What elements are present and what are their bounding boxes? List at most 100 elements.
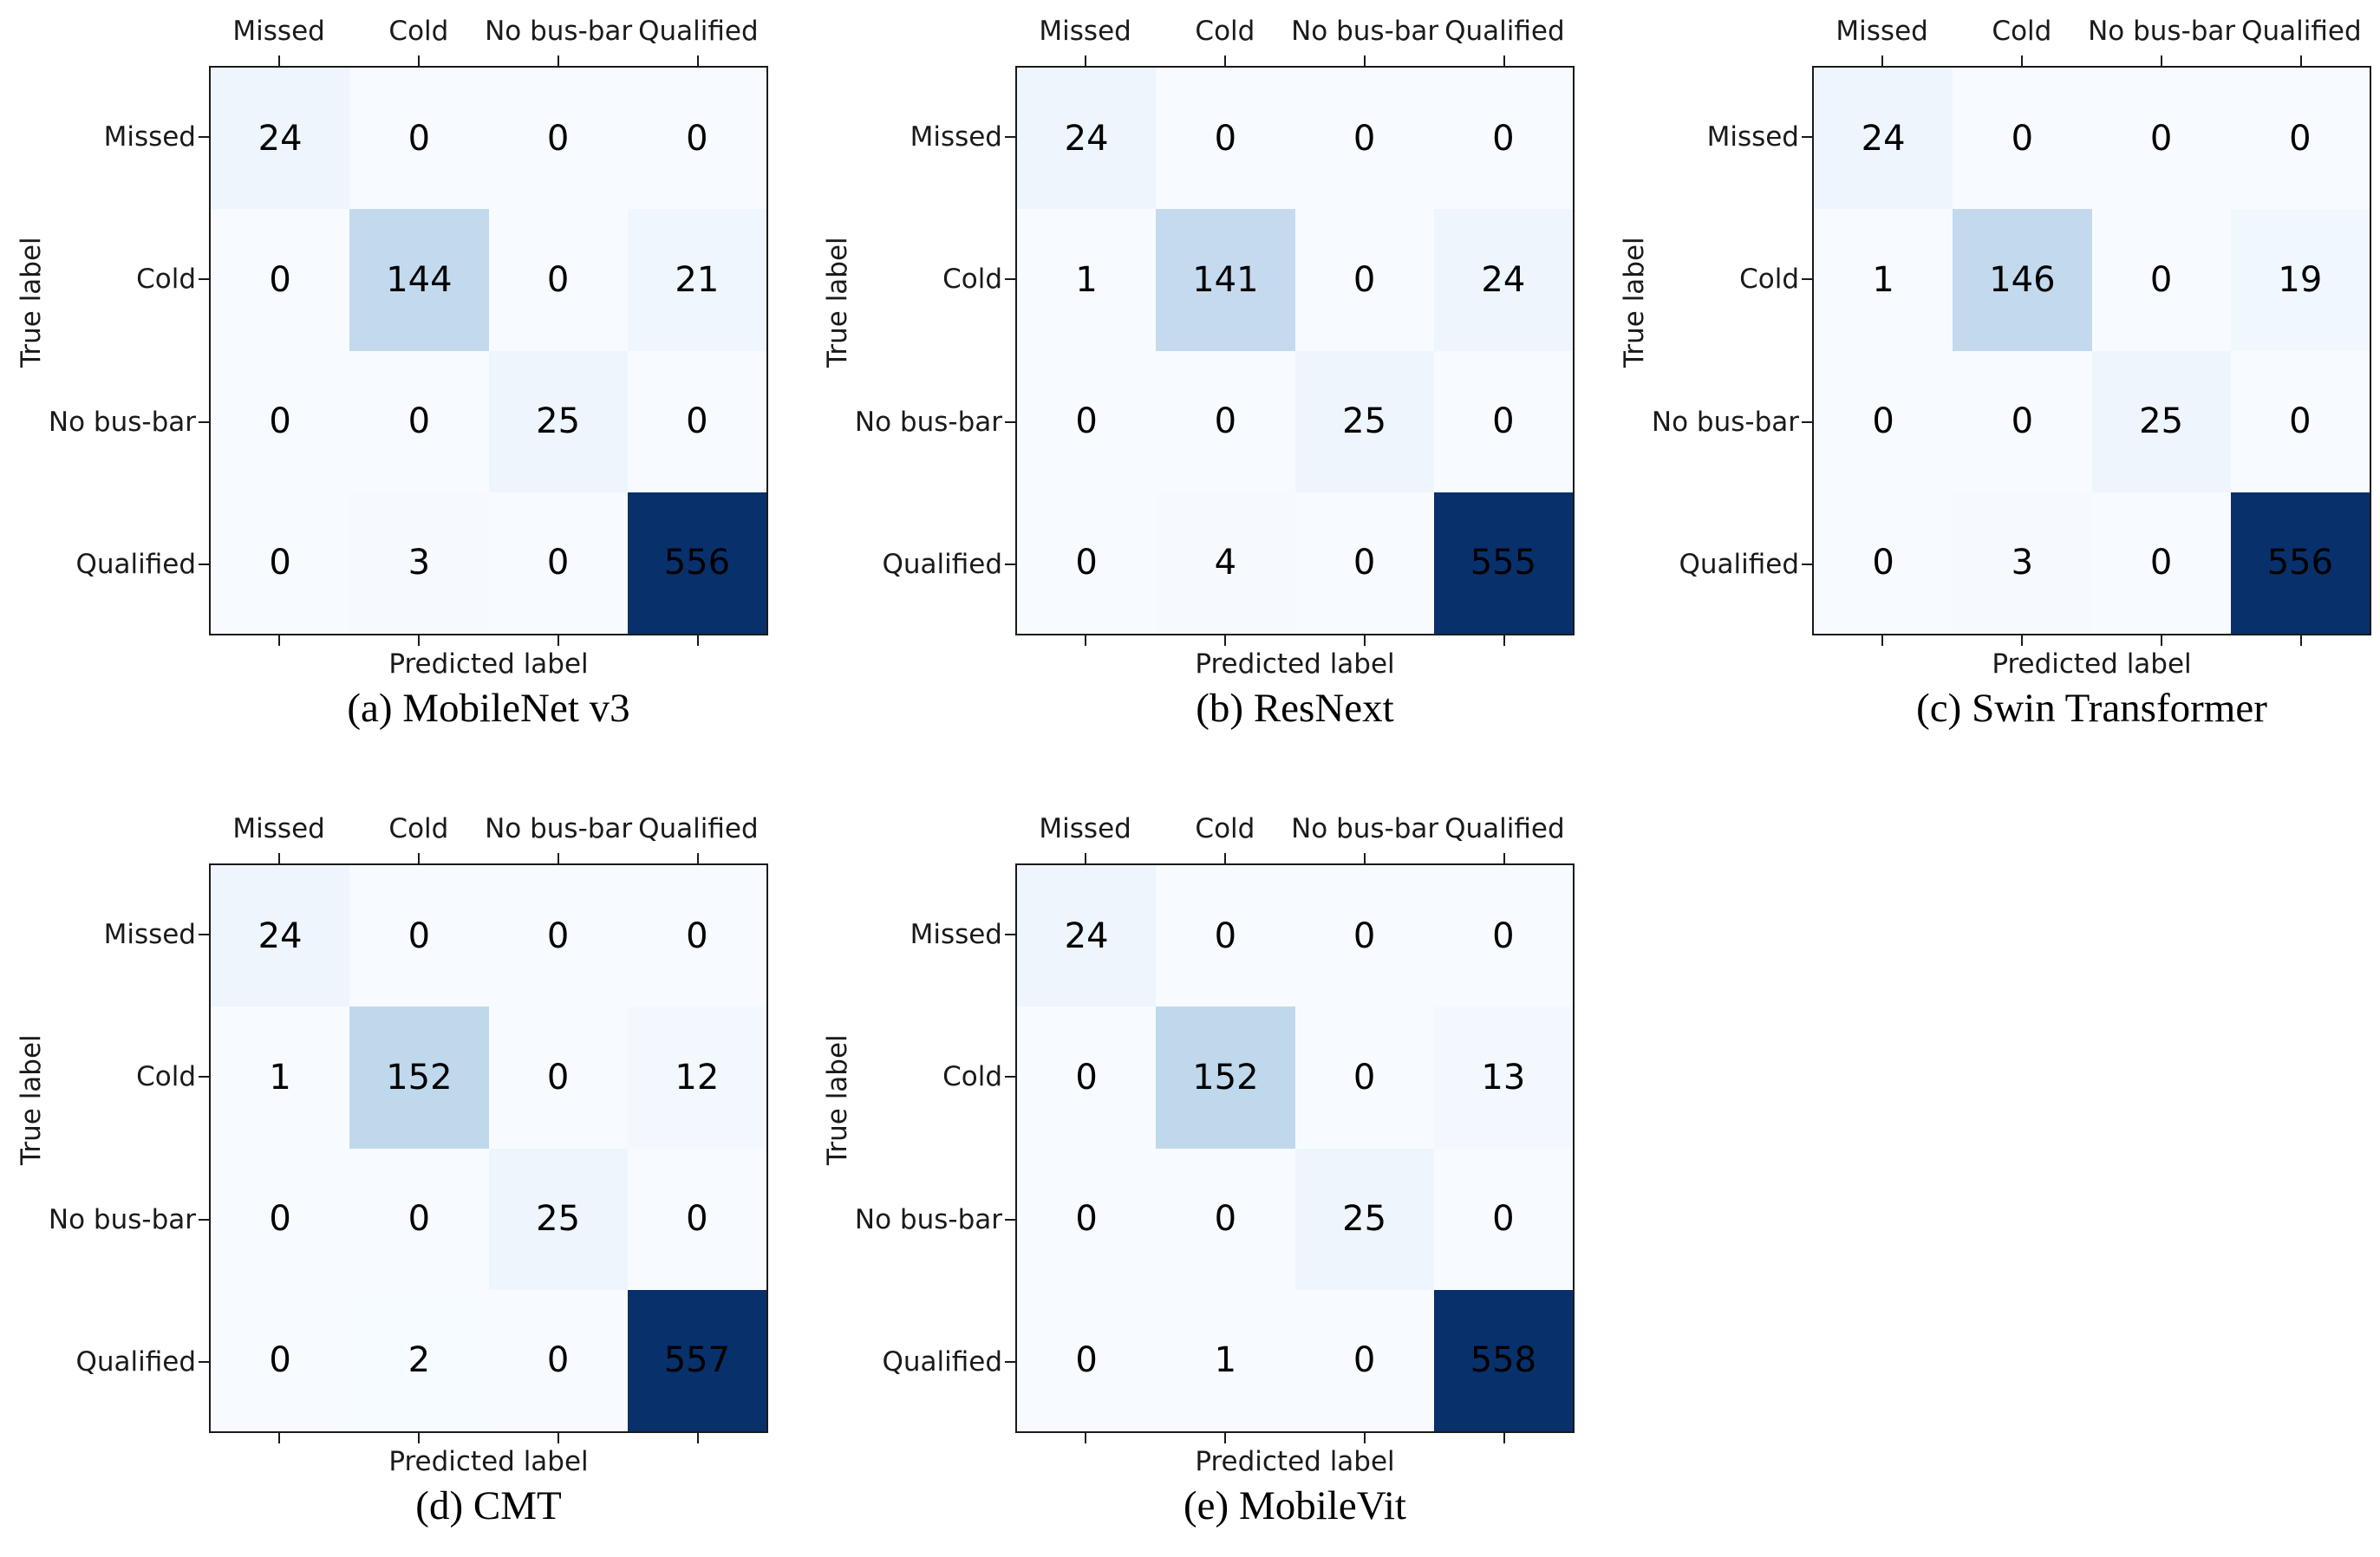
matrix-cell-missed-no-bus-bar: 0 (488, 865, 628, 1007)
x-tick-mark-top (2300, 55, 2303, 66)
subplot-caption: (c) Swin Transformer (1916, 686, 2267, 731)
x-tick-mark-top (1223, 853, 1226, 863)
subplot-b-resnext: True label Missed Cold No bus-bar Qualified M… (806, 0, 1600, 778)
x-axis-label: Predicted label (388, 1446, 589, 1477)
subplot-caption: (e) MobileVit (1183, 1483, 1406, 1528)
y-tick-label: Missed (1706, 121, 1799, 153)
x-tick-mark-bottom (558, 635, 560, 646)
x-tick-mark-top (697, 853, 700, 863)
y-axis-label: True label (1619, 237, 1650, 368)
x-tick-label: Missed (1039, 813, 1131, 844)
matrix-cell-no-bus-bar-no-bus-bar: 25 (2091, 350, 2231, 492)
matrix-cell-qualified-no-bus-bar: 0 (2091, 492, 2231, 634)
x-tick-mark-top (2020, 55, 2023, 66)
matrix-cell-cold-qualified: 12 (627, 1007, 766, 1149)
y-tick-label: No bus-bar (854, 1203, 1002, 1235)
y-tick-label: Missed (103, 919, 196, 951)
x-tick-label: Missed (1836, 16, 1928, 47)
x-axis-label: Predicted label (1992, 648, 2192, 680)
x-tick-mark-bottom (417, 635, 420, 646)
matrix-cell-no-bus-bar-no-bus-bar: 25 (488, 1148, 628, 1290)
subplot-a-mobilenet-v3: True label Missed Cold No bus-bar Qualified M… (0, 0, 793, 778)
heatmap-matrix: 24 0 0 0 1 141 0 24 0 0 25 0 0 4 0 555 (1015, 66, 1575, 635)
x-tick-mark-bottom (697, 635, 700, 646)
matrix-cell-no-bus-bar-cold: 0 (349, 1148, 489, 1290)
y-tick-label: Cold (1739, 264, 1799, 296)
matrix-cell-qualified-missed: 0 (1017, 1289, 1157, 1431)
y-tick-mark (1005, 1076, 1015, 1078)
y-tick-mark (1802, 420, 1812, 423)
matrix-cell-qualified-cold: 1 (1156, 1289, 1295, 1431)
matrix-cell-missed-no-bus-bar: 0 (1294, 865, 1434, 1007)
y-tick-mark (1005, 278, 1015, 281)
y-tick-label: Cold (136, 1061, 196, 1093)
matrix-cell-no-bus-bar-missed: 0 (1017, 1148, 1157, 1290)
y-tick-label: Cold (942, 1061, 1002, 1093)
y-tick-label: Qualified (75, 1345, 196, 1378)
matrix-cell-no-bus-bar-cold: 0 (349, 350, 489, 492)
subplot-c-swin-transformer: True label Missed Cold No bus-bar Qualified M… (1603, 0, 2380, 778)
y-tick-label: No bus-bar (48, 1203, 196, 1235)
x-tick-mark-bottom (1223, 635, 1226, 646)
matrix-cell-qualified-qualified: 557 (627, 1289, 766, 1431)
x-tick-label: No bus-bar (1291, 16, 1439, 47)
x-tick-mark-bottom (1084, 1433, 1086, 1443)
matrix-cell-no-bus-bar-missed: 0 (1017, 350, 1157, 492)
matrix-cell-qualified-cold: 3 (1953, 492, 2092, 634)
matrix-cell-cold-missed: 1 (211, 1007, 350, 1149)
y-tick-label: Missed (910, 919, 1002, 951)
y-tick-label: Qualified (882, 1345, 1002, 1378)
matrix-cell-qualified-no-bus-bar: 0 (1294, 1289, 1434, 1431)
x-tick-mark-top (1364, 853, 1366, 863)
matrix-cell-missed-qualified: 0 (627, 68, 766, 210)
matrix-cell-qualified-missed: 0 (1017, 492, 1157, 634)
y-tick-mark (1005, 136, 1015, 139)
x-tick-mark-top (1503, 853, 1506, 863)
matrix-cell-no-bus-bar-qualified: 0 (627, 1148, 766, 1290)
x-tick-label: Cold (1195, 813, 1255, 844)
matrix-cell-no-bus-bar-cold: 0 (1156, 350, 1295, 492)
y-tick-mark (1005, 420, 1015, 423)
matrix-cell-no-bus-bar-qualified: 0 (1433, 1148, 1573, 1290)
matrix-cell-qualified-missed: 0 (211, 492, 350, 634)
matrix-cell-missed-missed: 24 (1017, 865, 1157, 1007)
y-tick-mark (199, 1076, 209, 1078)
x-axis-label: Predicted label (1195, 648, 1395, 680)
matrix-cell-qualified-qualified: 556 (2230, 492, 2370, 634)
matrix-cell-missed-no-bus-bar: 0 (488, 68, 628, 210)
x-tick-mark-top (1084, 55, 1086, 66)
x-tick-mark-bottom (277, 635, 280, 646)
x-tick-label: Qualified (1444, 813, 1565, 844)
y-axis-label: True label (822, 1034, 853, 1165)
x-tick-mark-bottom (697, 1433, 700, 1443)
matrix-cell-missed-qualified: 0 (1433, 865, 1573, 1007)
y-tick-label: Cold (942, 264, 1002, 296)
y-tick-mark (1802, 278, 1812, 281)
matrix-cell-cold-missed: 1 (1814, 209, 1953, 351)
matrix-cell-missed-no-bus-bar: 0 (1294, 68, 1434, 210)
y-axis-label: True label (822, 237, 853, 368)
x-tick-label: Qualified (2241, 16, 2362, 47)
heatmap-matrix: 24 0 0 0 0 152 0 13 0 0 25 0 0 1 0 558 (1015, 863, 1575, 1433)
y-tick-label: Cold (136, 264, 196, 296)
matrix-cell-cold-qualified: 19 (2230, 209, 2370, 351)
matrix-cell-cold-cold: 152 (349, 1007, 489, 1149)
x-tick-mark-bottom (1881, 635, 1883, 646)
y-tick-label: No bus-bar (48, 406, 196, 438)
x-tick-mark-bottom (2020, 635, 2023, 646)
subplot-caption: (d) CMT (415, 1483, 562, 1528)
y-tick-label: Qualified (75, 548, 196, 580)
x-tick-label: No bus-bar (485, 813, 633, 844)
y-tick-mark (199, 136, 209, 139)
matrix-cell-qualified-no-bus-bar: 0 (488, 492, 628, 634)
matrix-cell-missed-qualified: 0 (627, 865, 766, 1007)
x-tick-mark-top (1084, 853, 1086, 863)
matrix-cell-no-bus-bar-no-bus-bar: 25 (1294, 350, 1434, 492)
x-axis-label: Predicted label (388, 648, 589, 680)
x-tick-mark-bottom (1084, 635, 1086, 646)
subplot-caption: (a) MobileNet v3 (347, 686, 630, 731)
x-tick-label: Missed (1039, 16, 1131, 47)
matrix-cell-cold-missed: 0 (1017, 1007, 1157, 1149)
matrix-cell-missed-no-bus-bar: 0 (2091, 68, 2231, 210)
x-tick-mark-top (277, 853, 280, 863)
